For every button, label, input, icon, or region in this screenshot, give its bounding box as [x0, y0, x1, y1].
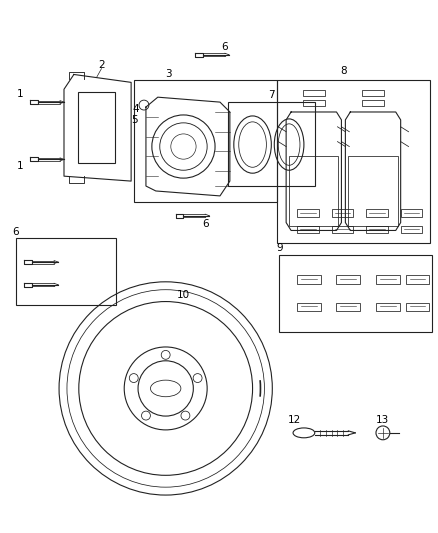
Bar	[336, 303, 360, 311]
Text: 10: 10	[177, 289, 190, 300]
Text: 1: 1	[17, 89, 24, 99]
Text: 4: 4	[133, 104, 139, 114]
Text: 8: 8	[340, 66, 347, 76]
Bar	[228, 102, 315, 186]
Text: 12: 12	[287, 415, 300, 425]
Bar	[362, 100, 384, 106]
Bar	[366, 225, 388, 233]
Text: 3: 3	[165, 69, 172, 79]
Bar	[366, 209, 388, 216]
Bar	[376, 303, 400, 311]
Text: 6: 6	[202, 219, 208, 229]
Bar	[336, 275, 360, 284]
Bar	[332, 225, 353, 233]
Text: 6: 6	[222, 42, 228, 52]
Bar	[277, 80, 430, 243]
Bar	[362, 90, 384, 96]
Text: 1: 1	[17, 161, 24, 171]
Text: 2: 2	[98, 60, 105, 70]
Text: 13: 13	[376, 415, 389, 425]
Bar	[348, 156, 398, 225]
Bar	[401, 225, 422, 233]
Bar	[376, 275, 400, 284]
Bar	[78, 92, 115, 163]
Bar	[134, 80, 277, 202]
Bar	[332, 209, 353, 216]
Bar	[303, 100, 325, 106]
Text: 9: 9	[276, 243, 283, 253]
Bar	[406, 303, 429, 311]
Bar	[297, 303, 321, 311]
Bar	[297, 209, 319, 216]
Bar	[16, 238, 117, 305]
Bar	[279, 255, 432, 332]
Bar	[406, 275, 429, 284]
Text: 5: 5	[131, 115, 138, 125]
Bar	[289, 156, 339, 225]
Text: 6: 6	[12, 228, 19, 237]
Bar	[303, 90, 325, 96]
Bar	[297, 275, 321, 284]
Bar	[297, 225, 319, 233]
Bar	[401, 209, 422, 216]
Text: 7: 7	[268, 90, 275, 100]
